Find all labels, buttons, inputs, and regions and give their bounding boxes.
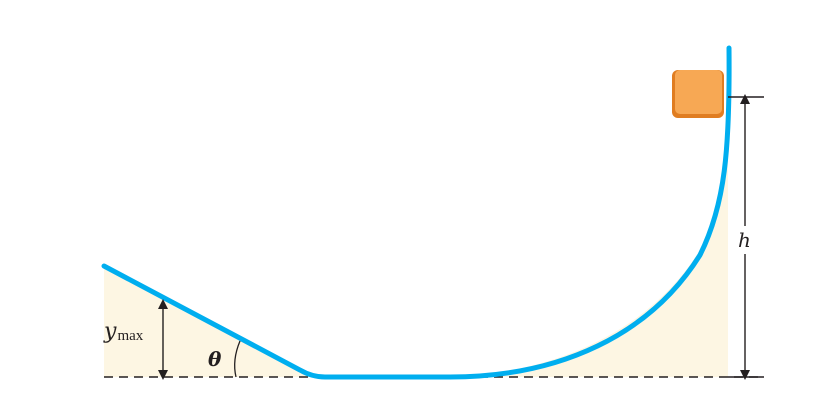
theta-label: θ xyxy=(208,347,222,371)
h-label: h xyxy=(738,228,751,252)
ymax-label: ymax xyxy=(103,319,144,344)
block-icon xyxy=(672,70,724,118)
right-ground-fill xyxy=(460,96,728,377)
theta-arc xyxy=(234,340,241,378)
track xyxy=(101,45,732,380)
